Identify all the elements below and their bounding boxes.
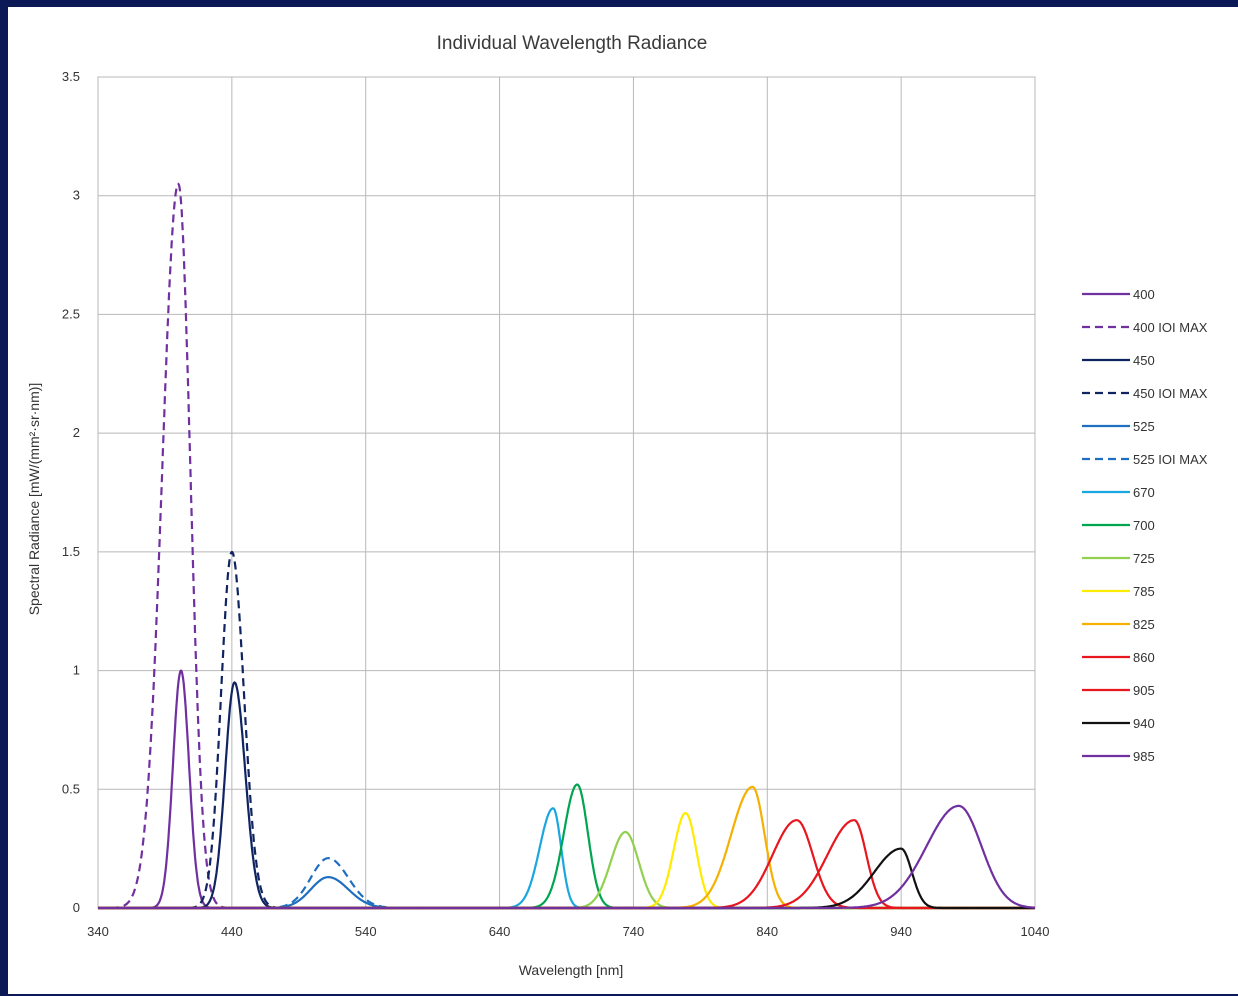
x-axis-ticks: 340 440 540 640 740 840 940 1040 — [87, 924, 1049, 939]
y-tick-label: 2 — [73, 425, 80, 440]
series-line-725 — [97, 830, 1036, 910]
series-line-825 — [97, 785, 1036, 910]
x-tick-label: 840 — [756, 924, 778, 939]
legend-entry: 525 IOI MAX — [1133, 452, 1208, 467]
legend-entry: 400 IOI MAX — [1133, 320, 1208, 335]
line-chart: Individual Wavelength Radiance 0 0.5 1 1.5 2… — [26, 33, 1208, 978]
legend-entry: 400 — [1133, 287, 1155, 302]
x-tick-label: 1040 — [1021, 924, 1050, 939]
y-tick-label: 0.5 — [62, 781, 80, 796]
chart-panel: Individual Wavelength Radiance 0 0.5 1 1.5 2… — [8, 7, 1238, 994]
legend-entry: 670 — [1133, 485, 1155, 500]
legend-entry: 700 — [1133, 518, 1155, 533]
legend-entry: 905 — [1133, 683, 1155, 698]
y-tick-label: 1.5 — [62, 544, 80, 559]
x-tick-label: 540 — [355, 924, 377, 939]
series-line-400-ioi-max — [97, 182, 1036, 910]
series-line-450-ioi-max — [97, 550, 1036, 910]
series-line-700 — [97, 783, 1036, 910]
legend-entry: 450 IOI MAX — [1133, 386, 1208, 401]
legend-entry: 860 — [1133, 650, 1155, 665]
legend: 400 400 IOI MAX 450 450 IOI MAX 525 525 IOI M… — [1082, 287, 1208, 764]
x-tick-label: 340 — [87, 924, 109, 939]
legend-entry: 725 — [1133, 551, 1155, 566]
legend-entry: 825 — [1133, 617, 1155, 632]
plot-area — [97, 76, 1036, 909]
legend-entry: 940 — [1133, 716, 1155, 731]
legend-entry: 785 — [1133, 584, 1155, 599]
y-tick-label: 1 — [73, 663, 80, 678]
series-lines — [97, 182, 1036, 910]
x-axis-label: Wavelength [nm] — [519, 962, 624, 978]
series-line-450 — [97, 681, 1036, 910]
y-tick-label: 0 — [73, 900, 80, 915]
legend-entry: 525 — [1133, 419, 1155, 434]
chart-title: Individual Wavelength Radiance — [437, 33, 708, 54]
y-tick-label: 3.5 — [62, 69, 80, 84]
x-tick-label: 940 — [890, 924, 912, 939]
grid — [97, 76, 1036, 909]
y-tick-label: 3 — [73, 188, 80, 203]
legend-entry: 450 — [1133, 353, 1155, 368]
legend-entry: 985 — [1133, 749, 1155, 764]
y-tick-label: 2.5 — [62, 306, 80, 321]
x-tick-label: 740 — [623, 924, 645, 939]
x-tick-label: 440 — [221, 924, 243, 939]
series-line-985 — [97, 804, 1036, 910]
x-tick-label: 640 — [489, 924, 511, 939]
y-axis-ticks: 0 0.5 1 1.5 2 2.5 3 3.5 — [62, 69, 80, 915]
y-axis-label: Spectral Radiance [mW/(mm²·sr·nm)] — [26, 383, 42, 616]
